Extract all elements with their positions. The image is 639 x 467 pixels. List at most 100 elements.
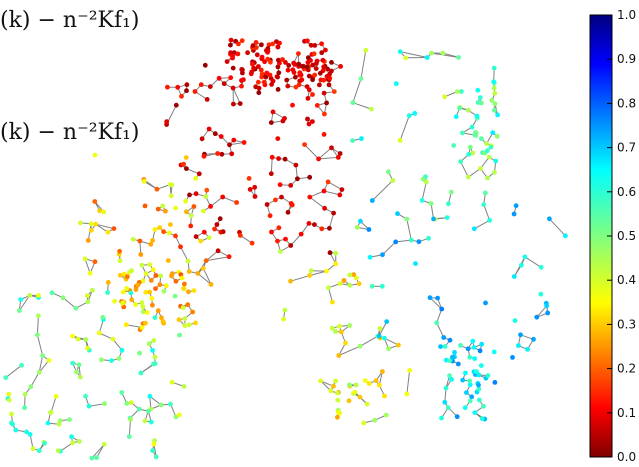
network-node bbox=[339, 330, 344, 335]
network-node bbox=[336, 155, 341, 160]
network-node bbox=[275, 75, 280, 80]
network-node bbox=[305, 84, 310, 89]
network-node bbox=[133, 302, 138, 307]
network-node bbox=[281, 317, 286, 322]
network-node bbox=[318, 379, 323, 384]
network-node bbox=[318, 71, 323, 76]
network-node bbox=[466, 175, 471, 180]
network-edge bbox=[383, 242, 396, 255]
network-node bbox=[159, 403, 164, 408]
network-node bbox=[276, 70, 281, 75]
network-node bbox=[407, 113, 412, 118]
network-node bbox=[117, 356, 122, 361]
network-node bbox=[286, 63, 291, 68]
network-node bbox=[153, 227, 158, 232]
network-node bbox=[227, 254, 232, 259]
network-node bbox=[162, 289, 167, 294]
network-node bbox=[173, 206, 178, 211]
network-node bbox=[459, 89, 464, 94]
network-node bbox=[347, 398, 352, 403]
colorbar-tick-label: 0.2 bbox=[617, 362, 636, 376]
network-node bbox=[195, 271, 200, 276]
network-node bbox=[144, 271, 149, 276]
network-node bbox=[46, 421, 51, 426]
network-node bbox=[186, 289, 191, 294]
colorbar-tick-label: 1.0 bbox=[617, 8, 636, 22]
network-node bbox=[76, 337, 81, 342]
network-node bbox=[327, 76, 332, 81]
network-node bbox=[70, 440, 75, 445]
network-node bbox=[231, 86, 236, 91]
network-node bbox=[333, 379, 338, 384]
network-node bbox=[326, 180, 331, 185]
network-node bbox=[337, 324, 342, 329]
network-node bbox=[137, 407, 142, 412]
network-node bbox=[312, 43, 317, 48]
network-node bbox=[269, 82, 274, 87]
network-node bbox=[167, 231, 172, 236]
network-node bbox=[94, 455, 99, 460]
network-node bbox=[485, 176, 490, 181]
colorbar-tick-label: 0.3 bbox=[617, 317, 636, 331]
network-node bbox=[150, 348, 155, 353]
network-node bbox=[142, 179, 147, 184]
network-node bbox=[291, 67, 296, 72]
network-node bbox=[199, 82, 204, 87]
network-node bbox=[207, 235, 212, 240]
network-node bbox=[444, 386, 449, 391]
network-node bbox=[321, 58, 326, 63]
network-node bbox=[154, 455, 159, 460]
network-node bbox=[265, 57, 270, 62]
network-node bbox=[456, 55, 461, 60]
network-node bbox=[192, 288, 197, 293]
network-node bbox=[231, 102, 236, 107]
network-node bbox=[394, 81, 399, 86]
network-node bbox=[483, 191, 488, 196]
network-edge bbox=[525, 257, 541, 267]
network-node bbox=[99, 357, 104, 362]
network-node bbox=[177, 317, 182, 322]
network-node bbox=[257, 86, 262, 91]
network-node bbox=[193, 176, 198, 181]
network-node bbox=[531, 337, 536, 342]
network-node bbox=[215, 222, 220, 227]
network-node bbox=[428, 295, 433, 300]
network-node bbox=[283, 157, 288, 162]
network-node bbox=[283, 308, 288, 313]
network-node bbox=[307, 195, 312, 200]
network-node bbox=[368, 255, 373, 260]
network-node bbox=[74, 370, 79, 375]
network-node bbox=[275, 136, 280, 141]
network-node bbox=[190, 310, 195, 315]
network-node bbox=[140, 304, 145, 309]
network-node bbox=[519, 263, 524, 268]
network-node bbox=[201, 266, 206, 271]
network-node bbox=[382, 394, 387, 399]
network-node bbox=[269, 120, 274, 125]
network-node bbox=[184, 155, 189, 160]
network-node bbox=[106, 230, 111, 235]
network-node bbox=[329, 69, 334, 74]
network-node bbox=[390, 178, 395, 183]
network-node bbox=[231, 66, 236, 71]
network-node bbox=[10, 422, 15, 427]
network-node bbox=[259, 42, 264, 47]
network-node bbox=[174, 279, 179, 284]
network-node bbox=[121, 290, 126, 295]
network-node bbox=[398, 138, 403, 143]
network-node bbox=[290, 203, 295, 208]
network-node bbox=[147, 394, 152, 399]
network-node bbox=[151, 267, 156, 272]
network-node bbox=[451, 143, 456, 148]
network-node bbox=[213, 131, 218, 136]
network-node bbox=[544, 303, 549, 308]
network-edge bbox=[63, 298, 76, 309]
network-node bbox=[187, 322, 192, 327]
network-node bbox=[312, 73, 317, 78]
network-node bbox=[143, 321, 148, 326]
network-node bbox=[398, 49, 403, 54]
network-node bbox=[319, 41, 324, 46]
network-node bbox=[193, 321, 198, 326]
network-node bbox=[250, 62, 255, 67]
network-node bbox=[322, 112, 327, 117]
